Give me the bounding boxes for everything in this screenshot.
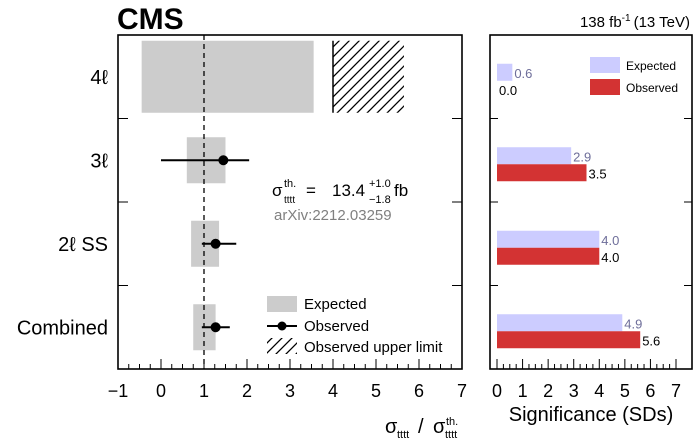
xsec-axis-sub-2: tttt xyxy=(445,429,457,441)
sig-legend-expected-label: Expected xyxy=(626,59,676,73)
annot-equals: = xyxy=(306,181,316,200)
sig-expected-bar-2 xyxy=(497,230,600,248)
sig-expected-label-3: 4.9 xyxy=(624,316,642,331)
sig-expected-bar-1 xyxy=(497,147,572,165)
xsec-axis-title: σ tttt / σ th. tttt xyxy=(385,416,458,441)
xsec-tick-label-2: 1 xyxy=(199,381,209,401)
energy-value: (13 TeV) xyxy=(634,14,690,31)
experiment-label: CMS xyxy=(117,3,184,36)
xsec-axis-sup: th. xyxy=(446,416,458,428)
sig-tick-label-5: 5 xyxy=(620,381,630,401)
xsec-tick-label-1: 0 xyxy=(156,381,166,401)
xsec-tick-label-7: 6 xyxy=(414,381,424,401)
lumi-value: 138 fb xyxy=(580,14,622,31)
sig-expected-bar-0 xyxy=(497,63,513,81)
legend-observed-marker xyxy=(277,321,287,331)
xsec-panel: 4ℓ 3ℓ 2ℓ SS Combined −1 0 1 2 3 4 5 6 7 xyxy=(17,34,467,401)
xsec-axis-sigma-1: σ xyxy=(385,416,398,438)
sig-tick-label-2: 2 xyxy=(543,381,553,401)
significance-legend: Expected Observed xyxy=(590,57,678,95)
sig-expected-label-1: 2.9 xyxy=(573,149,591,164)
sig-tick-label-1: 1 xyxy=(518,381,528,401)
significance-axis-title: Significance (SDs) xyxy=(509,404,674,426)
sig-expected-label-2: 4.0 xyxy=(601,233,619,248)
xsec-tick-label-3: 2 xyxy=(242,381,252,401)
annot-unit: fb xyxy=(394,181,408,200)
annot-sigma: σ xyxy=(272,181,283,200)
sig-tick-label-4: 4 xyxy=(594,381,604,401)
xsec-tick-label-8: 7 xyxy=(457,381,467,401)
xsec-tick-label-0: −1 xyxy=(108,381,129,401)
sig-tick-label-7: 7 xyxy=(671,381,681,401)
observed-point-1 xyxy=(218,155,229,166)
sig-expected-label-0: 0.6 xyxy=(514,66,532,81)
sig-observed-label-0: 0.0 xyxy=(499,83,517,98)
sig-observed-bar-3 xyxy=(497,331,641,349)
sig-tick-label-6: 6 xyxy=(645,381,655,401)
annot-err-down: −1.8 xyxy=(369,194,391,206)
legend-observed-label: Observed xyxy=(304,318,369,335)
xsec-legend: Expected Observed Observed upper limit xyxy=(267,296,443,356)
lumi-unit-exp: -1 xyxy=(622,13,631,24)
annot-sup: th. xyxy=(284,178,296,190)
xsec-theory-annotation: σ th. tttt = 13.4 +1.0 −1.8 fb arXiv:221… xyxy=(272,178,408,224)
legend-limit-swatch xyxy=(267,338,297,354)
legend-limit-label: Observed upper limit xyxy=(304,339,443,356)
sig-observed-label-2: 4.0 xyxy=(601,250,619,265)
arxiv-label: arXiv:2212.03259 xyxy=(274,207,392,224)
sig-tick-label-3: 3 xyxy=(569,381,579,401)
xsec-tick-label-4: 3 xyxy=(285,381,295,401)
annot-err-up: +1.0 xyxy=(369,178,391,190)
observed-point-3 xyxy=(210,322,221,333)
category-label-3: Combined xyxy=(17,317,108,339)
sig-observed-label-1: 3.5 xyxy=(589,166,607,181)
lumi-label: 138 fb-1 (13 TeV) xyxy=(580,13,690,31)
category-label-1: 3ℓ xyxy=(90,150,108,172)
sig-expected-bar-3 xyxy=(497,314,623,332)
xsec-tick-label-5: 4 xyxy=(328,381,338,401)
category-label-2: 2ℓ SS xyxy=(58,234,108,256)
significance-panel: 0.6 0.0 2.9 3.5 4.0 4.0 4.95.6 0 1 2 3 4 5 6 7 xyxy=(489,34,693,401)
legend-expected-swatch xyxy=(267,296,297,312)
sig-observed-bar-2 xyxy=(497,247,600,265)
sig-observed-label-3: 5.6 xyxy=(642,333,660,348)
annot-value: 13.4 xyxy=(332,181,365,200)
observed-point-2 xyxy=(210,238,221,249)
annot-sub: tttt xyxy=(284,195,295,206)
expected-box-0 xyxy=(141,40,314,113)
sig-legend-observed-swatch xyxy=(590,79,620,95)
sig-observed-bar-1 xyxy=(497,164,587,182)
legend-expected-label: Expected xyxy=(304,296,367,313)
sig-legend-expected-swatch xyxy=(590,57,620,73)
sig-legend-observed-label: Observed xyxy=(626,81,678,95)
xsec-axis-slash: / xyxy=(418,416,424,438)
xsec-axis-sigma-2: σ xyxy=(433,416,446,438)
category-label-0: 4ℓ xyxy=(90,67,108,89)
sig-tick-label-0: 0 xyxy=(492,381,502,401)
upper-limit-hatch-0 xyxy=(333,40,404,113)
xsec-axis-sub-1: tttt xyxy=(397,429,409,441)
xsec-tick-label-6: 5 xyxy=(371,381,381,401)
